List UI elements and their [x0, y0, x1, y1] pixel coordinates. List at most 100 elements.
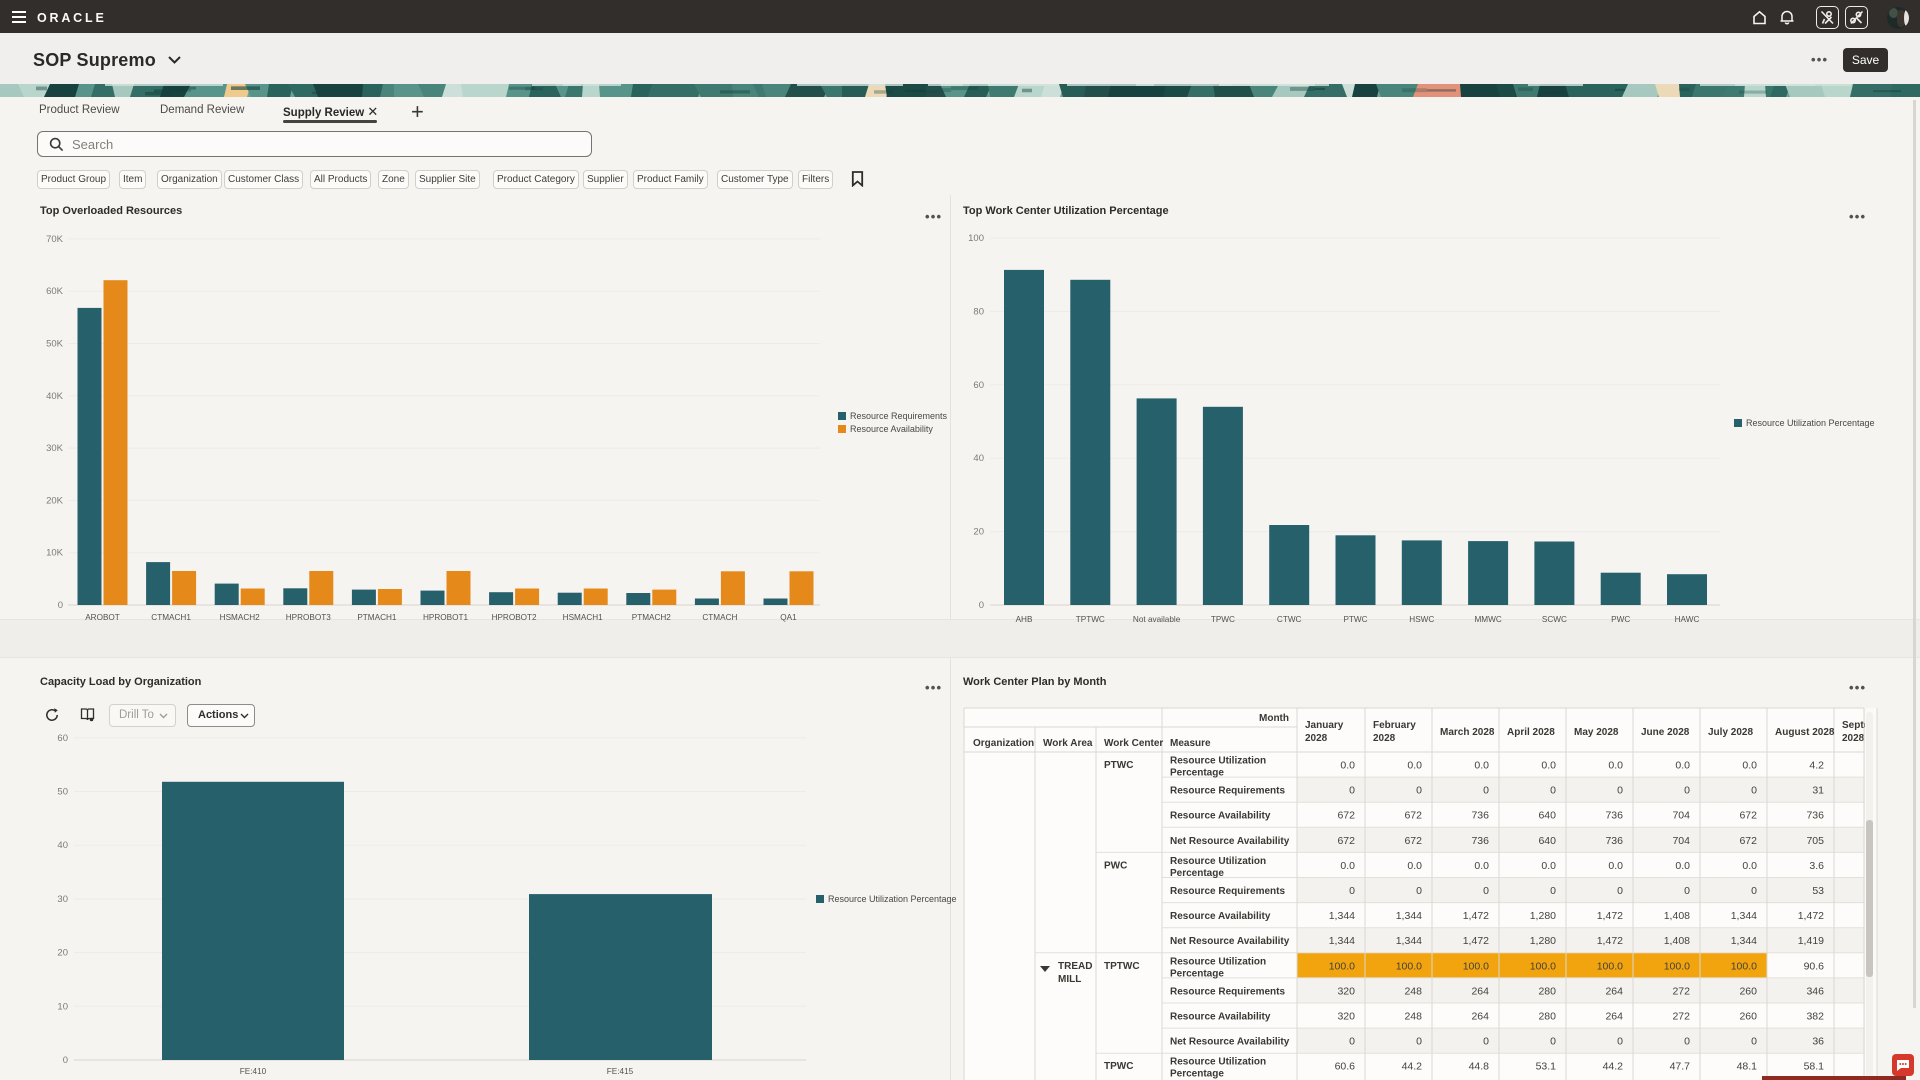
svg-text:Resource Utilization Percentag: Resource Utilization Percentage: [1746, 418, 1875, 428]
svg-text:0: 0: [1617, 885, 1623, 897]
svg-text:MILL: MILL: [1058, 974, 1081, 985]
svg-text:100.0: 100.0: [1463, 960, 1489, 972]
svg-text:248: 248: [1404, 985, 1422, 997]
svg-text:44.2: 44.2: [1603, 1061, 1624, 1073]
svg-text:90.6: 90.6: [1804, 960, 1825, 972]
svg-text:February: February: [1373, 720, 1416, 731]
svg-text:320: 320: [1337, 985, 1355, 997]
svg-text:3.6: 3.6: [1809, 860, 1824, 872]
svg-text:736: 736: [1605, 810, 1623, 822]
svg-text:AROBOT: AROBOT: [85, 613, 120, 622]
svg-text:Percentage: Percentage: [1170, 968, 1224, 979]
svg-text:PWC: PWC: [1104, 860, 1127, 871]
svg-text:1,280: 1,280: [1530, 910, 1556, 922]
svg-text:Measure: Measure: [1170, 738, 1211, 749]
svg-text:0.0: 0.0: [1407, 760, 1422, 772]
svg-text:346: 346: [1806, 985, 1824, 997]
svg-text:TPTWC: TPTWC: [1076, 615, 1105, 624]
svg-text:Resource Availability: Resource Availability: [1170, 911, 1271, 922]
svg-text:January: January: [1305, 720, 1344, 731]
svg-text:40: 40: [973, 453, 984, 464]
svg-text:672: 672: [1404, 810, 1422, 822]
svg-text:260: 260: [1739, 1011, 1757, 1023]
svg-text:1,472: 1,472: [1597, 910, 1623, 922]
svg-text:36: 36: [1812, 1036, 1824, 1048]
svg-text:1,472: 1,472: [1597, 935, 1623, 947]
svg-text:HSWC: HSWC: [1409, 615, 1434, 624]
svg-text:0.0: 0.0: [1474, 860, 1489, 872]
svg-text:40: 40: [57, 840, 68, 851]
svg-text:736: 736: [1806, 810, 1824, 822]
svg-text:HPROBOT1: HPROBOT1: [423, 613, 468, 622]
svg-text:Resource Availability: Resource Availability: [850, 424, 933, 434]
svg-text:May 2028: May 2028: [1574, 727, 1619, 738]
svg-text:672: 672: [1739, 810, 1757, 822]
svg-text:CTWC: CTWC: [1277, 615, 1302, 624]
svg-text:0: 0: [1416, 785, 1422, 797]
svg-text:CTMACH: CTMACH: [702, 613, 737, 622]
svg-text:Resource Requirements: Resource Requirements: [1170, 886, 1285, 897]
svg-text:TPWC: TPWC: [1104, 1061, 1133, 1072]
svg-text:1,344: 1,344: [1329, 935, 1355, 947]
svg-text:1,344: 1,344: [1396, 910, 1422, 922]
svg-text:60K: 60K: [46, 286, 64, 297]
svg-text:80: 80: [973, 306, 984, 317]
svg-text:0: 0: [1617, 785, 1623, 797]
svg-text:44.2: 44.2: [1402, 1061, 1423, 1073]
svg-text:20: 20: [973, 527, 984, 538]
svg-text:Resource Utilization: Resource Utilization: [1170, 856, 1266, 867]
svg-text:248: 248: [1404, 1011, 1422, 1023]
svg-text:50K: 50K: [46, 339, 64, 350]
svg-text:0: 0: [1684, 785, 1690, 797]
svg-text:Resource Utilization: Resource Utilization: [1170, 956, 1266, 967]
svg-text:Resource Availability: Resource Availability: [1170, 1012, 1271, 1023]
svg-text:100.0: 100.0: [1731, 960, 1757, 972]
svg-text:1,344: 1,344: [1329, 910, 1355, 922]
svg-text:736: 736: [1471, 835, 1489, 847]
svg-text:Month: Month: [1259, 713, 1289, 724]
svg-text:March 2028: March 2028: [1440, 727, 1495, 738]
svg-text:Not available: Not available: [1133, 615, 1181, 624]
svg-text:April 2028: April 2028: [1507, 727, 1555, 738]
svg-text:0.0: 0.0: [1340, 860, 1355, 872]
svg-text:HAWC: HAWC: [1675, 615, 1700, 624]
svg-text:0: 0: [1483, 1036, 1489, 1048]
svg-text:HPROBOT3: HPROBOT3: [286, 613, 331, 622]
svg-text:50: 50: [57, 787, 68, 798]
svg-text:320: 320: [1337, 1011, 1355, 1023]
svg-text:2028: 2028: [1373, 733, 1396, 744]
svg-text:0.0: 0.0: [1675, 760, 1690, 772]
svg-text:736: 736: [1605, 835, 1623, 847]
svg-text:1,419: 1,419: [1798, 935, 1824, 947]
svg-text:0: 0: [1684, 1036, 1690, 1048]
svg-text:Percentage: Percentage: [1170, 768, 1224, 779]
svg-text:0: 0: [1550, 785, 1556, 797]
svg-text:PTWC: PTWC: [1104, 760, 1133, 771]
svg-text:Work Center: Work Center: [1104, 738, 1163, 749]
svg-text:AHB: AHB: [1016, 615, 1033, 624]
svg-text:1,344: 1,344: [1731, 910, 1757, 922]
svg-text:53.1: 53.1: [1536, 1061, 1557, 1073]
svg-text:382: 382: [1806, 1011, 1824, 1023]
svg-text:264: 264: [1471, 985, 1489, 997]
svg-text:1,472: 1,472: [1463, 910, 1489, 922]
svg-text:0: 0: [1617, 1036, 1623, 1048]
svg-text:Net Resource Availability: Net Resource Availability: [1170, 836, 1290, 847]
svg-text:0: 0: [1751, 885, 1757, 897]
svg-text:0.0: 0.0: [1608, 760, 1623, 772]
svg-text:Percentage: Percentage: [1170, 1069, 1224, 1080]
svg-text:0: 0: [1416, 885, 1422, 897]
svg-text:100.0: 100.0: [1597, 960, 1623, 972]
svg-text:HPROBOT2: HPROBOT2: [492, 613, 537, 622]
svg-text:0.0: 0.0: [1541, 760, 1556, 772]
svg-text:704: 704: [1672, 835, 1690, 847]
svg-text:TPTWC: TPTWC: [1104, 961, 1140, 972]
svg-text:CTMACH1: CTMACH1: [151, 613, 191, 622]
svg-text:40K: 40K: [46, 391, 64, 402]
svg-text:0: 0: [979, 600, 984, 611]
svg-text:1,472: 1,472: [1798, 910, 1824, 922]
svg-text:2028: 2028: [1842, 733, 1865, 744]
svg-text:60: 60: [57, 733, 68, 744]
svg-text:672: 672: [1337, 810, 1355, 822]
svg-text:10: 10: [57, 1001, 68, 1012]
